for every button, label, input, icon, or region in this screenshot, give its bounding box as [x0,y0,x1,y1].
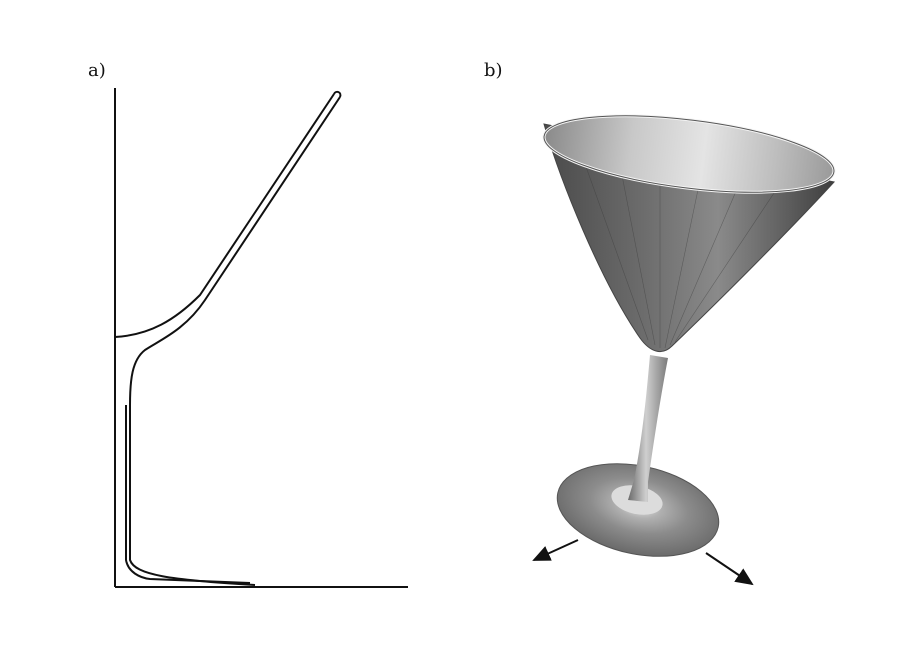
profile-rim-cap [333,90,342,98]
glass-stem [628,355,668,502]
profile-outer-curve [114,93,335,338]
direction-arrow-right [705,552,754,586]
glass-bowl-facets [579,149,781,349]
profile-stem-wall [125,405,251,584]
panel-b-label: b) [484,60,503,81]
direction-arrow-left [532,539,579,561]
panel-b-glass [532,114,836,586]
profile-inner-curve [129,96,341,586]
glass-rim [543,115,835,193]
panel-a-label: a) [88,60,106,81]
panel-a-profile [114,88,408,588]
